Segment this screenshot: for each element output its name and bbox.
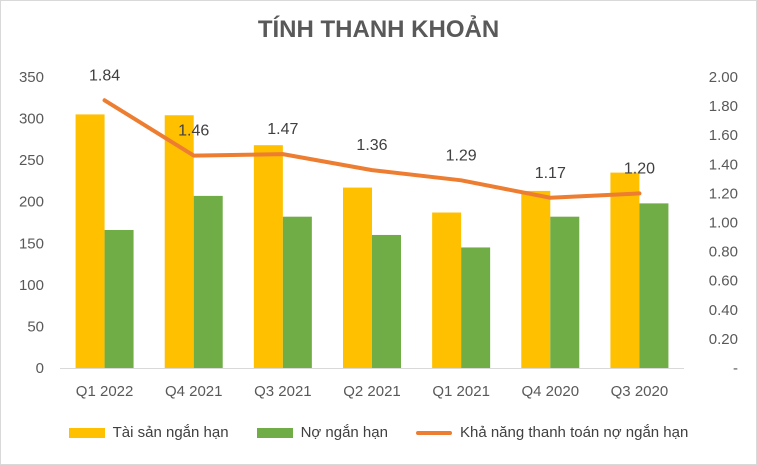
y-right-tick-label: - xyxy=(733,360,738,377)
legend-item-kha-nang: Khả năng thanh toán nợ ngắn hạn xyxy=(415,424,689,441)
y-left-tick-label: 200 xyxy=(19,194,44,211)
bar-no xyxy=(372,234,401,368)
ratio-data-label: 1.47 xyxy=(267,121,298,138)
legend-swatch-tai-san xyxy=(68,427,105,438)
x-tick-label: Q3 2020 xyxy=(611,383,669,400)
legend-swatch-no xyxy=(256,427,293,438)
y-right-tick-label: 1.20 xyxy=(709,185,738,202)
ratio-data-label: 1.84 xyxy=(89,67,120,84)
bar-no xyxy=(461,247,491,368)
legend-label-no: Nợ ngắn hạn xyxy=(300,424,388,441)
ratio-data-label: 1.36 xyxy=(356,137,387,154)
bar-no xyxy=(104,229,134,368)
x-tick-label: Q1 2022 xyxy=(76,383,134,400)
legend-swatch-kha-nang xyxy=(415,430,452,435)
y-right-tick-label: 0.80 xyxy=(709,244,738,261)
y-left-tick-label: 0 xyxy=(36,360,44,377)
bar-tai-san xyxy=(75,114,105,369)
x-tick-label: Q3 2021 xyxy=(254,383,312,400)
legend: Tài sản ngắn hạn Nợ ngắn hạn Khả năng th… xyxy=(0,424,757,441)
ratio-data-label: 1.17 xyxy=(535,165,566,182)
bar-no xyxy=(639,203,669,368)
y-left-tick-label: 350 xyxy=(19,69,44,86)
bar-tai-san xyxy=(610,172,640,368)
y-left-tick-label: 150 xyxy=(19,235,44,252)
bar-tai-san xyxy=(521,190,551,368)
y-right-tick-label: 1.60 xyxy=(709,127,738,144)
ratio-data-label: 1.20 xyxy=(624,160,655,177)
x-tick-label: Q2 2021 xyxy=(343,383,401,400)
bar-tai-san xyxy=(253,145,283,368)
ratio-data-label: 1.29 xyxy=(446,147,477,164)
bar-no xyxy=(193,195,223,368)
bar-tai-san xyxy=(343,187,372,368)
y-right-tick-label: 0.60 xyxy=(709,273,738,290)
legend-label-kha-nang: Khả năng thanh toán nợ ngắn hạn xyxy=(459,424,689,441)
x-tick-label: Q1 2021 xyxy=(432,383,490,400)
y-right-tick-label: 1.40 xyxy=(709,156,738,173)
bar-no xyxy=(550,216,580,368)
legend-item-no: Nợ ngắn hạn xyxy=(256,424,388,441)
bar-tai-san xyxy=(432,212,462,368)
chart-title: TÍNH THANH KHOẢN xyxy=(257,16,500,43)
y-right-tick-label: 0.40 xyxy=(709,302,738,319)
y-right-tick-label: 1.80 xyxy=(709,98,738,115)
bar-no xyxy=(282,216,312,368)
legend-label-tai-san: Tài sản ngắn hạn xyxy=(112,424,229,441)
ratio-line xyxy=(102,98,642,200)
legend-item-tai-san: Tài sản ngắn hạn xyxy=(68,424,229,441)
x-tick-label: Q4 2021 xyxy=(165,383,223,400)
x-tick-label: Q4 2020 xyxy=(522,383,580,400)
y-left-tick-label: 100 xyxy=(19,277,44,294)
y-left-tick-label: 250 xyxy=(19,152,44,169)
y-right-tick-label: 0.20 xyxy=(709,331,738,348)
bar-tai-san xyxy=(164,115,194,368)
y-left-tick-label: 300 xyxy=(19,111,44,128)
y-right-tick-label: 1.00 xyxy=(709,215,738,232)
y-left-tick-label: 50 xyxy=(27,318,44,335)
y-right-tick-label: 2.00 xyxy=(709,69,738,86)
ratio-data-label: 1.46 xyxy=(178,123,209,140)
